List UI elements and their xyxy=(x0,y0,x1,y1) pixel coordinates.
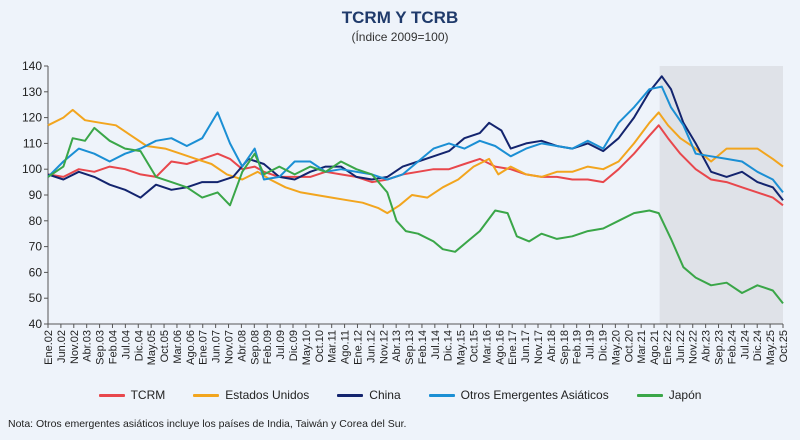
x-tick-label: Feb.09 xyxy=(262,330,274,364)
x-tick-label: Ene.07 xyxy=(198,330,210,365)
x-tick-label: Sep.18 xyxy=(559,330,571,365)
x-tick-label: May.10 xyxy=(301,330,313,365)
x-tick-label: Jul.04 xyxy=(120,330,132,359)
y-tick-label: 80 xyxy=(29,214,43,228)
legend-swatch xyxy=(337,393,364,397)
series-line-china xyxy=(47,75,784,201)
x-tick-label: May.15 xyxy=(456,330,468,365)
x-tick-label: Jun.07 xyxy=(211,330,223,363)
y-tick-label: 110 xyxy=(23,136,42,150)
x-tick-label: Dic.09 xyxy=(288,330,300,361)
legend-swatch xyxy=(193,393,220,397)
x-tick-labels: Ene.02 Jun.02 Nov.02 Abr.03 Sep.03 Feb.04 Jul.… xyxy=(43,324,790,365)
x-tick-label: Nov.17 xyxy=(533,330,545,364)
x-tick-label: Jul.14 xyxy=(430,330,442,359)
x-tick-label: Abr.23 xyxy=(701,330,713,362)
x-tick-label: Ago.11 xyxy=(340,330,352,364)
x-tick-label: Feb.19 xyxy=(572,330,584,364)
y-tick-labels: 40 50 60 70 80 90 100 110 120 130 140 xyxy=(22,59,48,331)
legend-label: TCRM xyxy=(130,388,166,402)
x-tick-label: Jul.09 xyxy=(275,330,287,359)
x-tick-label: Dic.04 xyxy=(133,330,145,361)
line-chart: 40 50 60 70 80 90 100 110 120 130 140 Ene.02 Jun.02… xyxy=(22,59,790,365)
footnote: Nota: Otros emergentes asiáticos incluye… xyxy=(8,418,407,430)
x-tick-label: Ago.06 xyxy=(185,330,197,365)
x-tick-label: Oct.05 xyxy=(159,330,171,362)
y-tick-label: 90 xyxy=(29,188,43,202)
x-tick-label: May.25 xyxy=(765,330,777,365)
y-tick-label: 140 xyxy=(22,59,42,73)
legend-item: Japón xyxy=(636,388,702,402)
y-tick-label: 70 xyxy=(29,240,43,254)
chart-title: TCRM Y TCRB xyxy=(341,8,459,27)
x-tick-label: Jun.12 xyxy=(365,330,377,363)
x-tick-label: Mar.11 xyxy=(327,330,339,363)
x-tick-label: Dic.24 xyxy=(752,330,764,361)
series-layer xyxy=(47,75,784,305)
x-tick-label: Dic.19 xyxy=(597,330,609,361)
legend-swatch xyxy=(428,393,455,397)
x-tick-label: Mar.06 xyxy=(172,330,184,364)
x-tick-label: Oct.20 xyxy=(623,330,635,362)
legend-label: China xyxy=(369,388,401,402)
x-tick-label: Abr.08 xyxy=(236,330,248,362)
chart-subtitle: (Índice 2009=100) xyxy=(351,30,449,44)
x-tick-label: Nov.12 xyxy=(378,330,390,364)
legend-item: Otros Emergentes Asiáticos xyxy=(428,388,609,402)
series-line-estados-unidos xyxy=(47,108,784,215)
x-tick-label: Oct.25 xyxy=(778,330,790,362)
y-tick-label: 40 xyxy=(29,317,43,331)
x-tick-label: Sep.23 xyxy=(714,330,726,365)
x-tick-label: Jul.19 xyxy=(585,330,597,359)
x-tick-label: May.20 xyxy=(610,330,622,365)
x-tick-label: Nov.07 xyxy=(224,330,236,364)
x-tick-label: Mar.21 xyxy=(636,330,648,364)
x-tick-label: May.05 xyxy=(146,330,158,365)
x-tick-label: Abr.03 xyxy=(82,330,94,362)
series-line-jap-n xyxy=(47,126,784,305)
y-tick-label: 100 xyxy=(22,162,42,176)
legend-label: Estados Unidos xyxy=(225,388,310,402)
x-tick-label: Mar.16 xyxy=(481,330,493,364)
legend-swatch xyxy=(98,393,125,397)
y-tick-label: 50 xyxy=(29,291,43,305)
x-tick-label: Sep.08 xyxy=(249,330,261,365)
series-line-tcrm xyxy=(47,124,784,207)
x-tick-label: Feb.14 xyxy=(417,330,429,364)
x-tick-label: Oct.15 xyxy=(469,330,481,362)
x-tick-label: Nov.02 xyxy=(69,330,81,364)
x-tick-label: Ene.22 xyxy=(662,330,674,365)
x-tick-label: Abr.18 xyxy=(546,330,558,362)
x-tick-label: Sep.03 xyxy=(95,330,107,365)
x-tick-label: Sep.13 xyxy=(404,330,416,365)
x-tick-label: Feb.04 xyxy=(107,330,119,364)
x-tick-label: Oct.10 xyxy=(314,330,326,362)
legend-label: Japón xyxy=(668,388,702,402)
x-tick-label: Ago.16 xyxy=(494,330,506,365)
x-tick-label: Ene.17 xyxy=(507,330,519,365)
series-line-otros-emergentes-asi-ticos xyxy=(47,85,784,194)
legend-item: Estados Unidos xyxy=(193,388,309,402)
x-tick-label: Jun.17 xyxy=(520,330,532,363)
y-tick-label: 60 xyxy=(29,265,43,279)
x-tick-label: Ene.02 xyxy=(43,330,55,365)
y-tick-label: 120 xyxy=(22,111,42,125)
x-tick-label: Ago.21 xyxy=(649,330,661,365)
x-tick-label: Abr.13 xyxy=(391,330,403,362)
x-tick-label: Ene.12 xyxy=(352,330,364,365)
x-tick-label: Dic.14 xyxy=(443,330,455,361)
y-tick-label: 130 xyxy=(22,85,42,99)
legend-item: TCRM xyxy=(98,388,166,402)
x-tick-label: Jun.02 xyxy=(56,330,68,363)
legend: TCRM Estados Unidos China Otros Emergentes … xyxy=(0,388,800,402)
legend-swatch xyxy=(636,393,663,397)
x-tick-label: Feb.24 xyxy=(726,330,738,364)
x-tick-label: Jun.22 xyxy=(675,330,687,363)
legend-label: Otros Emergentes Asiáticos xyxy=(460,388,609,402)
legend-item: China xyxy=(337,388,401,402)
x-tick-label: Nov.22 xyxy=(688,330,700,364)
x-tick-label: Jul.24 xyxy=(739,330,751,359)
